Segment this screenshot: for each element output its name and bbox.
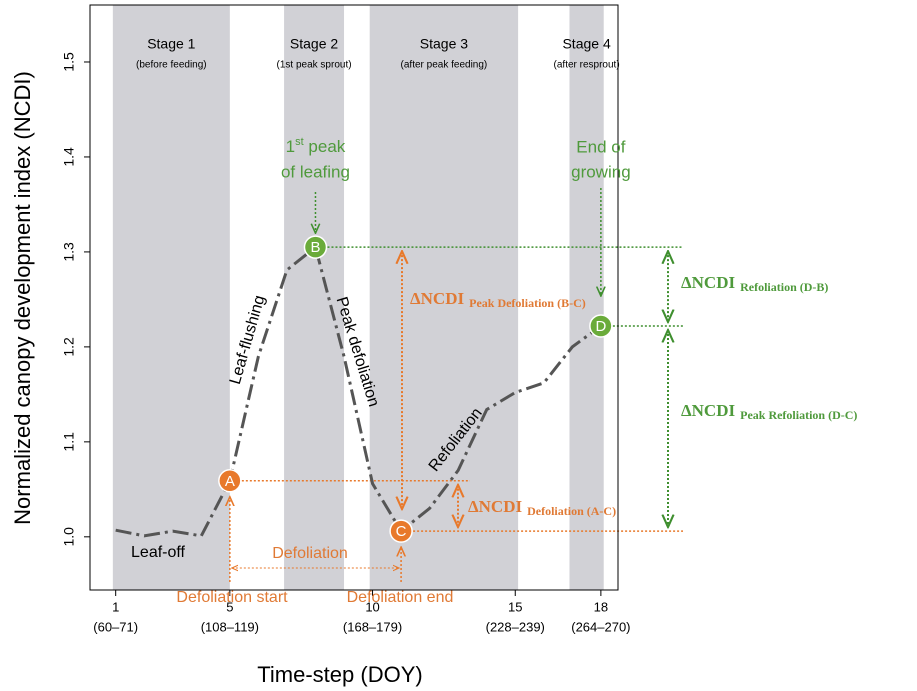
- key-point-label: D: [595, 318, 606, 335]
- stage-band: [369, 5, 519, 590]
- delta-sub: Peak Refoliation (D-C): [740, 408, 857, 422]
- stage-band: [569, 5, 604, 590]
- y-tick-label: 1.3: [61, 242, 77, 262]
- x-tick-range: (60–71): [93, 619, 138, 634]
- stage-label: Stage 4: [562, 36, 610, 52]
- delta-sub: Peak Defoliation (B-C): [469, 296, 586, 310]
- annotation-part: st: [295, 136, 304, 148]
- stage-note: (1st peak sprout): [277, 60, 352, 71]
- stage-note: (after resprout): [554, 60, 620, 71]
- delta-sub: Refoliation (D-B): [740, 280, 828, 294]
- delta-main: ΔNCDI: [468, 497, 522, 516]
- ncdi-line: [115, 244, 602, 538]
- x-axis-title: Time-step (DOY): [257, 662, 422, 687]
- stage-band: [112, 5, 230, 590]
- key-point: [589, 314, 613, 338]
- stage-label: Stage 2: [290, 36, 338, 52]
- key-point-label: B: [310, 239, 320, 256]
- key-point: [303, 235, 328, 259]
- stage-band: [284, 5, 345, 590]
- annotation: of leafing: [281, 162, 350, 181]
- x-tick-label: 5: [226, 599, 233, 614]
- x-tick-label: 10: [365, 599, 379, 614]
- delta-main: ΔNCDI: [681, 273, 735, 292]
- key-point: [389, 519, 413, 543]
- y-tick-label: 1.4: [61, 147, 77, 167]
- annotation: Defoliation start: [176, 589, 288, 606]
- x-tick-label: 18: [594, 599, 608, 614]
- delta-main: ΔNCDI: [410, 289, 464, 308]
- stage-label: Stage 1: [147, 36, 195, 52]
- stage-note: (after peak feeding): [401, 60, 488, 71]
- delta-annotation: ΔNCDI Peak Refoliation (D-C): [681, 401, 857, 422]
- annotation: 1st peak: [286, 136, 346, 157]
- annotation-part: 1: [286, 137, 295, 156]
- y-tick-label: 1.0: [61, 527, 77, 547]
- annotation: growing: [571, 162, 631, 181]
- delta-sub: Defoliation (A-C): [527, 504, 616, 518]
- key-point-label: A: [225, 473, 235, 490]
- annotation: Leaf-off: [131, 544, 186, 561]
- key-point-label: C: [396, 523, 407, 540]
- stage-label: Stage 3: [420, 36, 468, 52]
- annotation: Defoliation: [272, 545, 348, 562]
- annotation: End of: [576, 137, 625, 156]
- delta-annotation: ΔNCDI Peak Defoliation (B-C): [410, 289, 586, 310]
- stage-note: (before feeding): [136, 60, 207, 71]
- x-tick-range: (108–119): [201, 619, 259, 634]
- y-tick-label: 1.2: [61, 337, 77, 357]
- delta-main: ΔNCDI: [681, 401, 735, 420]
- y-tick-label: 1.1: [61, 432, 77, 452]
- y-tick-label: 1.5: [61, 52, 77, 72]
- key-point: [218, 469, 242, 493]
- x-tick-range: (228–239): [486, 619, 545, 634]
- annotation: Defoliation end: [347, 589, 454, 606]
- x-tick-label: 15: [508, 599, 522, 614]
- delta-annotation: ΔNCDI Refoliation (D-B): [681, 273, 828, 294]
- x-tick-label: 1: [112, 599, 119, 614]
- annotation-part: peak: [304, 137, 346, 156]
- y-axis-title: Normalized canopy development index (NCD…: [10, 71, 35, 525]
- delta-annotation: ΔNCDI Defoliation (A-C): [468, 497, 616, 518]
- x-tick-range: (168–179): [343, 619, 402, 634]
- plot-frame: [89, 4, 619, 591]
- x-tick-range: (264–270): [571, 619, 630, 634]
